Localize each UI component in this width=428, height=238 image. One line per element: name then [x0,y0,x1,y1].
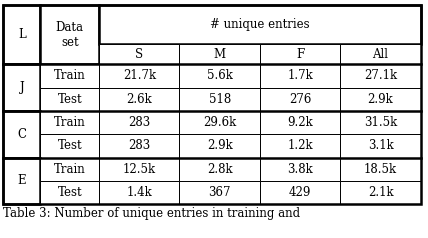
Bar [3,158,40,204]
Text: Test: Test [57,93,82,106]
Bar [340,134,421,158]
Bar [40,64,99,88]
Text: 18.5k: 18.5k [364,163,397,176]
Text: 429: 429 [289,186,311,199]
Bar [99,134,179,158]
Text: 1.2k: 1.2k [287,139,313,152]
Bar [99,44,179,64]
Text: 367: 367 [208,186,231,199]
Bar [260,181,340,204]
Bar [40,5,99,64]
Bar [179,111,260,134]
Bar [179,181,260,204]
Bar [99,181,179,204]
Text: Train: Train [54,116,86,129]
Bar [3,5,40,64]
Text: 283: 283 [128,139,150,152]
Text: 518: 518 [208,93,231,106]
Text: # unique entries: # unique entries [210,18,310,31]
Bar [99,88,179,111]
Text: 1.7k: 1.7k [287,69,313,82]
Bar [179,44,260,64]
Bar [340,181,421,204]
Text: 31.5k: 31.5k [364,116,397,129]
Text: 9.2k: 9.2k [287,116,313,129]
Bar [179,64,260,88]
Bar [260,44,340,64]
Bar [260,134,340,158]
Bar [40,111,99,134]
Text: 2.1k: 2.1k [368,186,393,199]
Text: 276: 276 [289,93,311,106]
Bar [260,158,340,181]
Text: E: E [18,174,26,187]
Text: 2.8k: 2.8k [207,163,232,176]
Text: 3.1k: 3.1k [368,139,393,152]
Bar [99,158,179,181]
Text: 29.6k: 29.6k [203,116,236,129]
Bar [3,5,421,204]
Text: 2.6k: 2.6k [126,93,152,106]
Text: C: C [18,128,27,141]
Text: L: L [18,28,26,41]
Text: All: All [372,48,389,61]
Bar [40,181,99,204]
Bar [340,111,421,134]
Bar [179,158,260,181]
Bar [340,64,421,88]
Text: Train: Train [54,163,86,176]
Text: F: F [296,48,304,61]
Text: Data
set: Data set [56,20,84,49]
Text: 21.7k: 21.7k [123,69,156,82]
Bar [179,88,260,111]
Text: 3.8k: 3.8k [287,163,313,176]
Bar [40,88,99,111]
Bar [260,64,340,88]
Text: Test: Test [57,186,82,199]
Bar [40,158,99,181]
Bar [99,64,179,88]
Text: 27.1k: 27.1k [364,69,397,82]
Text: M: M [214,48,226,61]
Text: Train: Train [54,69,86,82]
Text: 1.4k: 1.4k [126,186,152,199]
Bar [340,44,421,64]
Bar [40,134,99,158]
Text: 2.9k: 2.9k [207,139,232,152]
Bar [260,111,340,134]
Bar [260,88,340,111]
Text: Table 3: Number of unique entries in training and: Table 3: Number of unique entries in tra… [3,207,300,220]
Text: 5.6k: 5.6k [207,69,233,82]
Text: 2.9k: 2.9k [368,93,393,106]
Bar [3,64,40,111]
Text: Test: Test [57,139,82,152]
Bar [3,111,40,158]
Text: 12.5k: 12.5k [123,163,156,176]
Text: S: S [135,48,143,61]
Text: J: J [20,81,24,94]
Bar [340,88,421,111]
Bar [179,134,260,158]
Bar [340,158,421,181]
Bar [99,111,179,134]
Bar [99,5,421,44]
Text: 283: 283 [128,116,150,129]
